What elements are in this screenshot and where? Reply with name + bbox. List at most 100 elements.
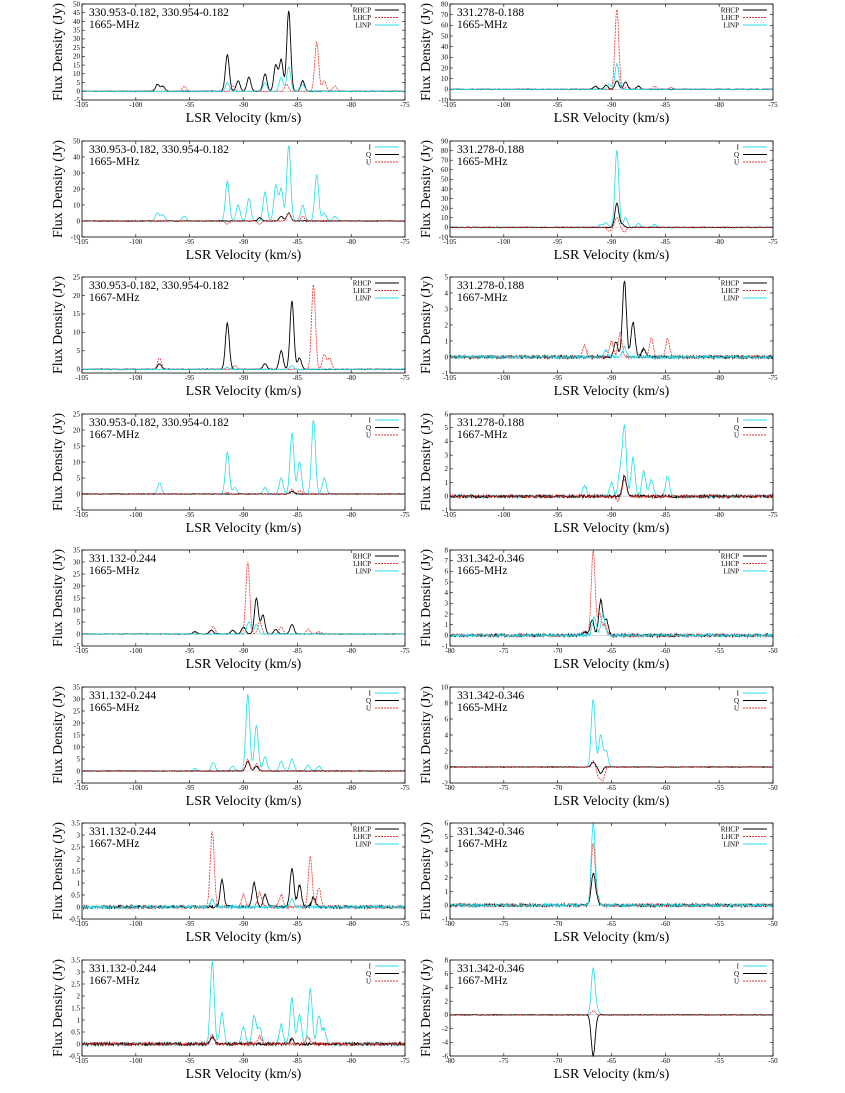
spectrum-panel: Flux Density (Jy) LSR Velocity (km/s) -105… [419,410,840,545]
y-tick-label: -2 [442,1024,448,1032]
y-tick-label: 1 [445,888,449,896]
x-tick-label: -75 [768,238,778,246]
x-tick-label: -85 [661,101,671,109]
x-tick-label: -105 [76,920,89,928]
y-tick-label: 1 [445,478,449,486]
y-axis-label: Flux Density (Jy) [51,139,66,237]
x-axis-label: LSR Velocity (km/s) [554,657,670,672]
y-tick-label: 20 [73,582,81,590]
frequency-label: 1665-MHz [89,156,139,168]
y-axis-label: Flux Density (Jy) [51,958,66,1056]
y-tick-label: 10 [73,70,81,78]
y-tick-label: -6 [442,1052,448,1060]
source-name: 331.342-0.346 [457,690,524,702]
legend-label: LHCP [353,287,371,295]
x-tick-label: -60 [661,1057,671,1065]
legend-label: RHCP [353,825,371,833]
y-tick-label: 25 [73,273,81,281]
x-tick-label: -100 [129,511,142,519]
x-tick-label: -85 [293,374,303,382]
x-tick-label: -105 [76,511,89,519]
legend-label: Q [366,696,371,704]
y-tick-label: 20 [441,64,449,72]
x-tick-label: -105 [76,647,89,655]
spectrum-plot: Flux Density (Jy)LSR Velocity (km/s)-80-… [419,683,778,809]
y-tick-label: 4 [445,847,449,855]
legend-label: U [366,977,371,985]
y-tick-label: -5 [74,642,80,650]
x-axis-label: LSR Velocity (km/s) [554,111,670,126]
y-tick-label: 7 [445,557,449,565]
y-tick-label: 1.5 [71,1004,80,1012]
x-tick-label: -75 [499,784,509,792]
y-axis-label: Flux Density (Jy) [419,3,434,101]
x-tick-label: -80 [714,101,724,109]
y-tick-label: 50 [73,0,81,8]
frequency-label: 1665-MHz [457,565,507,577]
series-line-linp [449,821,774,909]
x-tick-label: -80 [346,647,356,655]
legend-label: LINP [723,294,739,302]
plot-frame [81,822,406,920]
y-tick-label: 90 [441,137,449,145]
legend-label: LINP [723,840,739,848]
y-tick-label: 50 [73,137,81,145]
legend-label: RHCP [353,279,371,287]
y-tick-label: -5 [74,96,80,104]
y-tick-label: 60 [441,166,449,174]
frequency-label: 1665-MHz [89,19,139,31]
spectrum-panel: Flux Density (Jy) LSR Velocity (km/s) -105… [0,273,420,408]
x-tick-label: -90 [239,511,249,519]
legend-label: U [366,431,371,439]
y-tick-label: 0 [445,223,449,231]
x-axis-label: LSR Velocity (km/s) [554,521,670,536]
y-tick-label: -1 [442,369,448,377]
plot-frame [81,276,406,374]
y-axis-label: Flux Density (Jy) [51,822,66,920]
legend-label: LHCP [353,833,371,841]
y-tick-label: 1 [445,621,449,629]
x-tick-label: -55 [714,784,724,792]
legend-label: U [366,704,371,712]
plot-frame [449,413,774,510]
legend-label: Q [366,969,371,977]
y-tick-label: 1 [77,1016,81,1024]
x-tick-label: -75 [768,374,778,382]
frequency-label: 1667-MHz [89,975,139,987]
y-tick-label: 0 [77,767,81,775]
y-tick-label: 2 [77,855,81,863]
y-tick-label: 6 [445,970,449,978]
source-name: 330.953-0.182, 330.954-0.182 [89,417,229,429]
y-tick-label: 45 [73,9,81,17]
y-tick-label: 3 [445,600,449,608]
source-name: 330.953-0.182, 330.954-0.182 [89,280,229,292]
y-tick-label: 15 [73,731,81,739]
x-tick-label: -95 [553,511,563,519]
y-axis-label: Flux Density (Jy) [419,822,434,920]
x-tick-label: -70 [553,920,563,928]
x-tick-label: -100 [497,238,510,246]
x-tick-label: -75 [400,647,410,655]
x-tick-label: -90 [239,647,249,655]
frequency-label: 1665-MHz [457,19,507,31]
x-tick-label: -50 [768,1057,778,1065]
x-tick-label: -85 [293,1057,303,1065]
x-tick-label: -55 [714,920,724,928]
y-tick-label: 0.5 [71,891,80,899]
x-tick-label: -80 [445,647,455,655]
y-tick-label: 6 [445,568,449,576]
x-tick-label: -85 [293,920,303,928]
y-tick-label: 4 [445,589,449,597]
y-tick-label: -1 [442,642,448,650]
spectrum-plot: Flux Density (Jy)LSR Velocity (km/s)-80-… [419,546,778,672]
x-tick-label: -90 [239,920,249,928]
source-name: 330.953-0.182, 330.954-0.182 [89,7,229,19]
y-tick-label: 20 [441,204,449,212]
legend-label: RHCP [721,552,739,560]
x-tick-label: -75 [400,101,410,109]
y-tick-label: 50 [441,32,449,40]
legend-label: I [737,962,740,970]
spectrum-plot: Flux Density (Jy)LSR Velocity (km/s)-105… [419,410,778,536]
x-axis-label: LSR Velocity (km/s) [554,794,670,809]
legend-label: I [369,689,372,697]
